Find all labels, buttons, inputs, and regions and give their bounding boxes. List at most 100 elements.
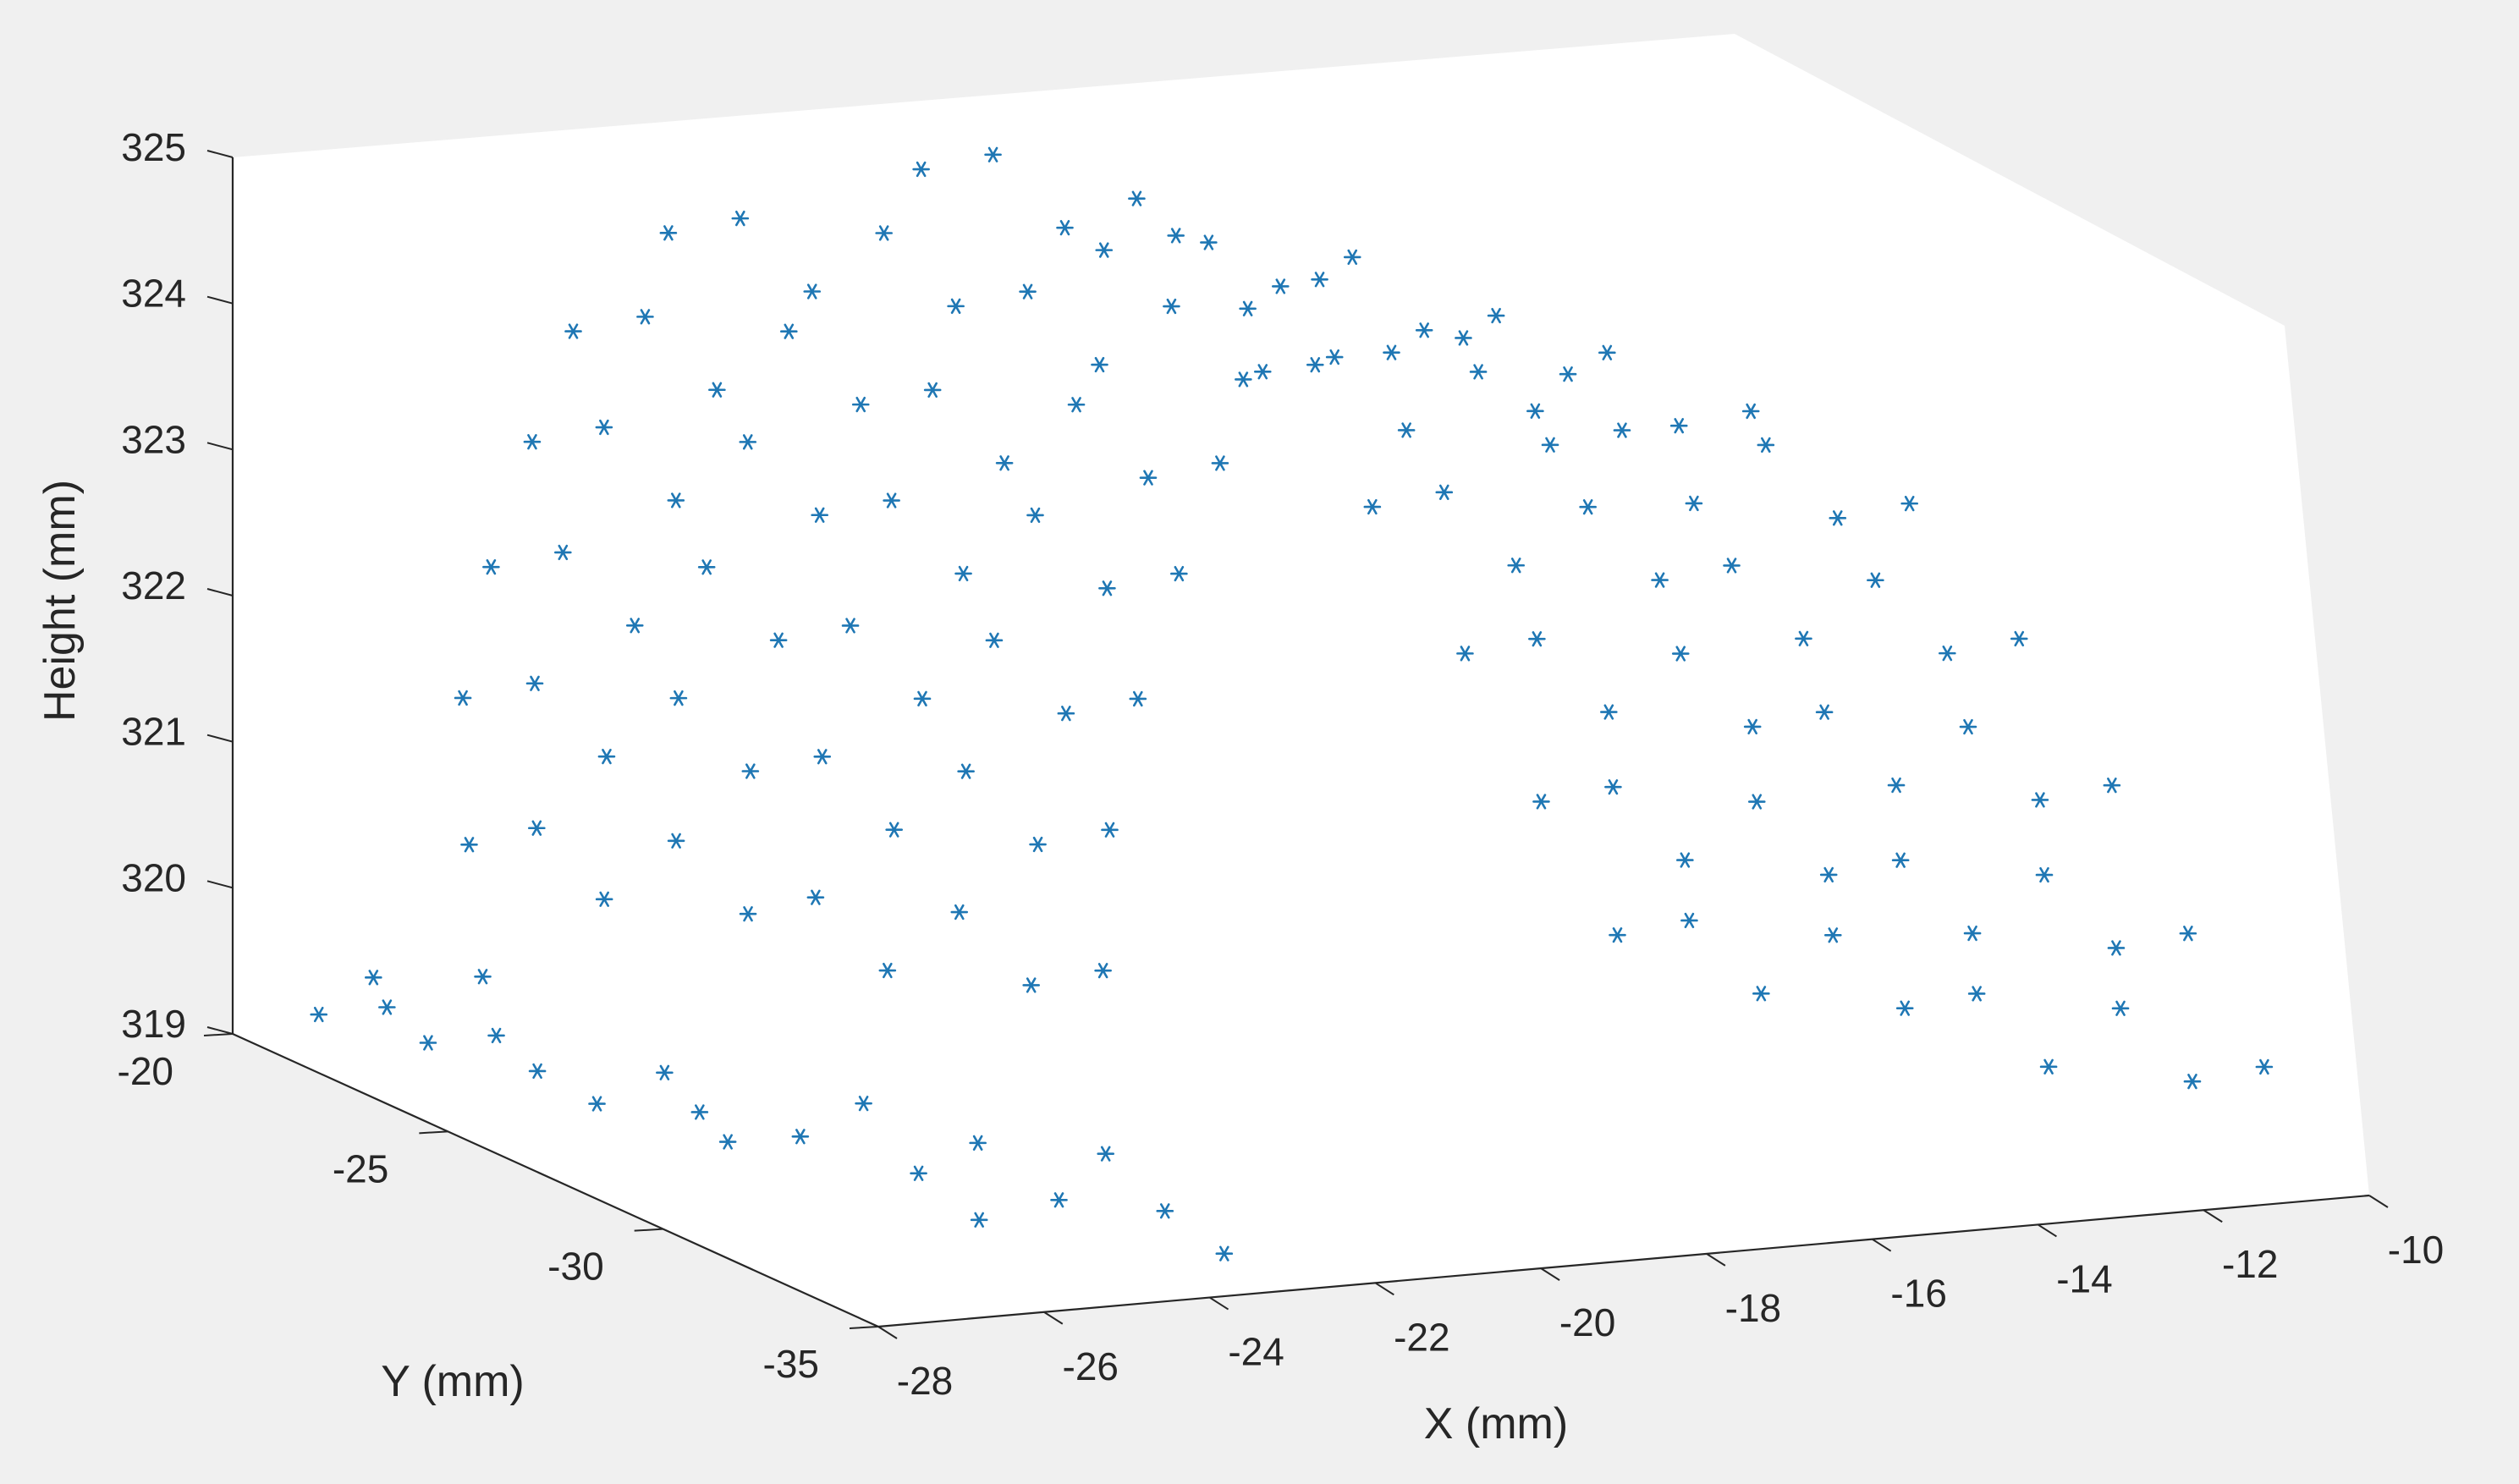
- data-point: [984, 146, 1002, 162]
- x-tick: [2203, 1209, 2223, 1223]
- z-tick-label: 325: [121, 125, 186, 169]
- data-point: [1097, 1146, 1115, 1162]
- x-tick-label: -14: [2056, 1256, 2112, 1300]
- data-point: [741, 763, 760, 779]
- data-point: [1129, 690, 1147, 707]
- data-point: [1156, 1203, 1174, 1219]
- data-point: [1939, 646, 1956, 662]
- data-point: [2111, 1000, 2130, 1016]
- data-point: [923, 382, 942, 398]
- data-point: [482, 559, 500, 575]
- data-point: [2010, 630, 2028, 647]
- data-point: [1598, 344, 1616, 360]
- data-point: [851, 396, 870, 413]
- data-point: [1600, 704, 1618, 720]
- data-point: [1200, 234, 1218, 250]
- data-point: [1651, 572, 1669, 588]
- x-tick-label: -24: [1228, 1330, 1284, 1374]
- data-point: [1211, 455, 1229, 471]
- data-point: [957, 763, 975, 779]
- data-point: [731, 210, 750, 227]
- data-point: [454, 690, 472, 706]
- data-point: [1743, 718, 1762, 735]
- data-point: [1067, 397, 1086, 413]
- y-tick-label: -35: [763, 1342, 819, 1386]
- y-tick-label: -25: [333, 1146, 388, 1190]
- x-tick: [1209, 1296, 1229, 1311]
- data-point: [1239, 300, 1257, 316]
- data-point: [365, 970, 382, 986]
- data-point: [813, 749, 832, 765]
- axes-back-pane: [233, 34, 2369, 1327]
- data-point: [875, 225, 893, 241]
- z-tick: [206, 1026, 234, 1035]
- x-tick-label: -20: [1559, 1300, 1615, 1344]
- data-point: [1019, 283, 1037, 300]
- data-point: [950, 904, 969, 921]
- data-point: [1609, 927, 1626, 943]
- data-point: [378, 999, 396, 1015]
- data-point: [1669, 418, 1688, 434]
- data-point: [2103, 778, 2121, 794]
- data-point: [912, 161, 930, 178]
- z-tick: [206, 442, 234, 451]
- data-point: [1823, 927, 1842, 943]
- data-point: [1029, 836, 1047, 853]
- data-point: [1559, 366, 1577, 382]
- data-point: [1167, 228, 1185, 244]
- data-points: [310, 146, 2274, 1261]
- data-point: [2107, 940, 2126, 956]
- data-point: [1415, 322, 1433, 338]
- data-point: [1128, 190, 1146, 206]
- data-point: [1680, 912, 1698, 929]
- data-point: [1325, 349, 1344, 366]
- data-point: [1815, 704, 1834, 720]
- tick-labels: -28 -26 -24 -22 -20 -18 -16 -14 -12 -10 -20 -25 -30 -…: [118, 125, 2445, 1403]
- y-tick-label: -30: [547, 1245, 603, 1289]
- data-point: [1671, 646, 1690, 662]
- x-tick-label: -22: [1394, 1315, 1449, 1359]
- data-point: [954, 565, 972, 582]
- z-tick: [206, 734, 234, 743]
- x-tick: [1872, 1238, 1892, 1252]
- data-point: [1757, 437, 1775, 453]
- data-point: [1022, 977, 1040, 993]
- data-point: [2035, 866, 2054, 883]
- data-point: [528, 820, 546, 836]
- data-point: [636, 309, 654, 325]
- z-tick-label: 319: [121, 1002, 186, 1046]
- data-point: [1026, 507, 1044, 524]
- data-point: [1887, 777, 1906, 794]
- data-point: [969, 1135, 987, 1151]
- data-point: [1528, 631, 1546, 647]
- data-point: [1050, 1192, 1068, 1208]
- data-point: [525, 675, 544, 691]
- data-point: [811, 507, 828, 523]
- data-point: [1163, 298, 1180, 315]
- data-point: [1091, 356, 1108, 373]
- y-tick: [203, 1033, 234, 1036]
- data-point: [1895, 1000, 1914, 1016]
- z-tick: [206, 295, 234, 305]
- data-point: [1959, 718, 1977, 735]
- data-point: [1306, 357, 1324, 373]
- data-point: [1891, 852, 1910, 868]
- data-point: [419, 1035, 437, 1051]
- data-point: [1532, 794, 1550, 810]
- y-tick: [419, 1130, 448, 1135]
- data-point: [564, 323, 582, 339]
- data-point: [588, 1096, 606, 1112]
- data-point: [855, 1096, 872, 1112]
- data-point: [910, 1165, 927, 1181]
- data-point: [1215, 1245, 1234, 1261]
- data-point: [1829, 510, 1847, 526]
- x-axis-line: [877, 1194, 2370, 1328]
- x-tick-label: -16: [1890, 1272, 1946, 1316]
- data-point: [806, 889, 825, 905]
- data-point: [1795, 630, 1812, 646]
- data-point: [528, 1063, 547, 1080]
- x-tick: [2037, 1223, 2057, 1238]
- x-tick-label: -12: [2222, 1242, 2278, 1286]
- data-point: [970, 1212, 988, 1228]
